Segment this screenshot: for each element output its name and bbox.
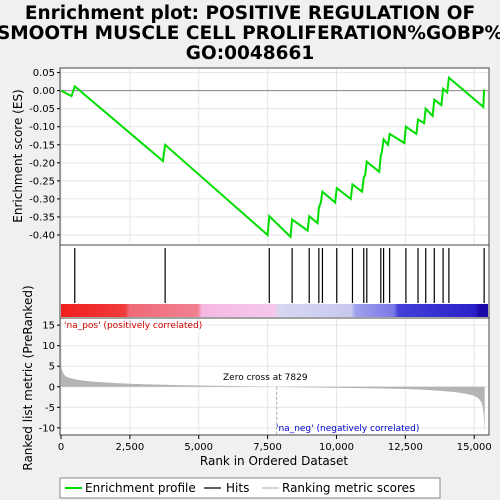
title-line-3: GO:0048661 [186,43,314,64]
es-tick-label: -0.35 [29,212,55,223]
es-tick-label: 0.05 [33,68,55,79]
es-tick-label: -0.30 [29,194,55,205]
ranking-color-bar [61,304,488,317]
es-tick-label: -0.15 [29,140,55,151]
x-tick-label: 5,000 [184,442,213,453]
x-ticks: 0 2,500 5,000 7,500 10,000 12,500 15,000 [58,435,492,453]
enrichment-profile-line [60,75,486,239]
es-tick-label: -0.05 [29,104,55,115]
metric-tick-label: 0 [49,382,55,393]
metric-tick-label: 10 [42,341,55,352]
es-tick-label: -0.10 [29,122,55,133]
metric-y-axis-label: Ranked list metric (PreRanked) [21,285,35,470]
metric-gridlines [60,319,488,434]
metric-panel [59,317,490,436]
es-tick-label: -0.20 [29,158,55,169]
legend-hits: Hits [226,481,249,495]
metric-tick-label: -10 [39,423,55,434]
x-tick-label: 12,500 [388,442,423,453]
pos-label: 'na_pos' (positively correlated) [64,321,202,331]
es-tick-label: 0.00 [33,86,55,97]
neg-label: 'na_neg' (negatively correlated) [276,424,419,434]
legend-enrichment-profile: Enrichment profile [85,481,196,495]
es-tick-label: -0.40 [29,230,55,241]
es-y-axis-label: Enrichment score (ES) [11,89,25,222]
title-line-1: Enrichment plot: POSITIVE REGULATION OF [25,3,475,24]
x-tick-label: 2,500 [116,442,145,453]
es-panel [59,67,490,246]
es-y-ticks: 0.05 0.00 -0.05 -0.10 -0.15 -0.20 -0.25 -0.30 -0… [29,68,60,241]
metric-tick-label: 5 [49,362,55,373]
x-tick-label: 0 [58,442,64,453]
legend-box [59,477,441,499]
legend-ranking-metric: Ranking metric scores [282,481,415,495]
x-tick-label: 15,000 [457,442,492,453]
metric-tick-label: 15 [42,321,55,332]
zero-cross-label: Zero cross at 7829 [223,373,308,383]
title-line-2: SMOOTH MUSCLE CELL PROLIFERATION%GOBP% [0,23,500,44]
x-axis-label: Rank in Ordered Dataset [200,454,348,468]
hit-markers [74,248,485,303]
metric-y-ticks: 15 10 5 0 -5 -10 [39,321,60,434]
x-tick-label: 7,500 [253,442,282,453]
es-tick-label: -0.25 [29,176,55,187]
metric-tick-label: -5 [45,403,55,414]
x-tick-label: 10,000 [319,442,354,453]
